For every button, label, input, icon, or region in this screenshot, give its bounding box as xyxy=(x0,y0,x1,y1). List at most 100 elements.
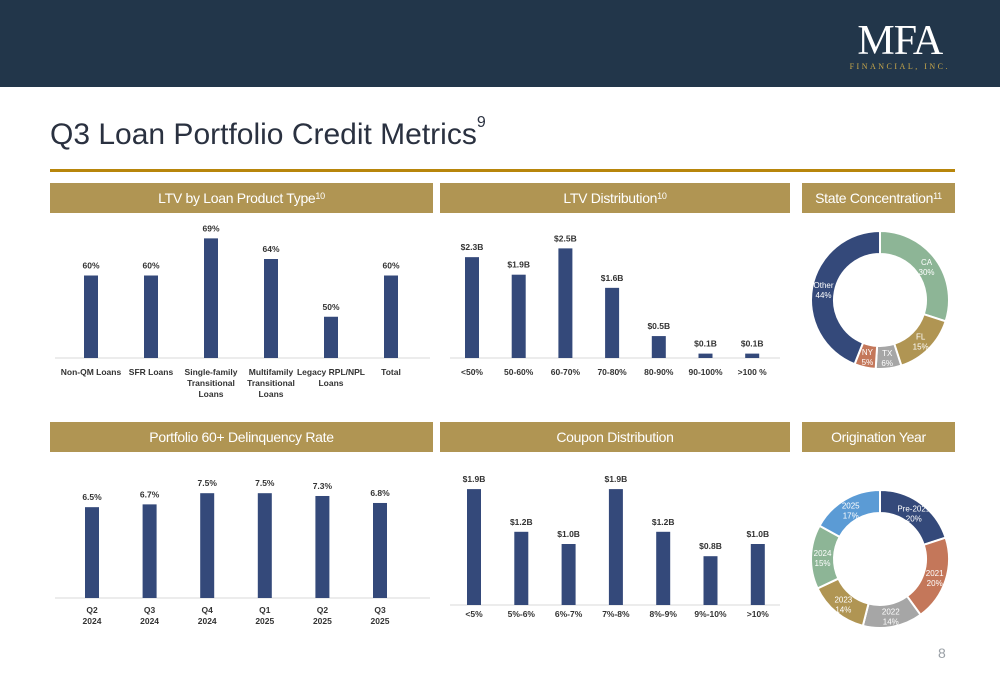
data-label: 6.7% xyxy=(140,489,160,499)
slice-value: 17% xyxy=(843,512,859,521)
footnote: 11 xyxy=(933,191,942,201)
x-tick-label: <50% xyxy=(461,367,483,377)
x-tick-label: 80-90% xyxy=(644,367,674,377)
panel-title: LTV Distribution xyxy=(563,190,658,206)
data-label: 6.8% xyxy=(370,488,390,498)
data-label: $0.8B xyxy=(699,541,722,551)
x-tick-label: Q3 xyxy=(144,605,156,615)
footnote: 10 xyxy=(315,191,325,201)
page-title: Q3 Loan Portfolio Credit Metrics9 xyxy=(50,114,486,152)
data-label: 64% xyxy=(262,244,279,254)
panel-header-state: State Concentration 11 xyxy=(802,183,955,213)
data-label: $1.6B xyxy=(601,273,624,283)
x-tick-label: 8%-9% xyxy=(649,609,677,619)
x-tick-label: 2025 xyxy=(313,616,332,626)
bar-Non-QM Loans xyxy=(84,275,98,358)
data-label: 6.5% xyxy=(82,492,102,502)
slice-value: 6% xyxy=(881,359,893,368)
bar-Legacy RPL/NPL Loans xyxy=(324,316,338,358)
slice-value: 20% xyxy=(927,579,943,588)
slice-label: TX xyxy=(882,349,893,358)
panel-title: Portfolio 60+ Delinquency Rate xyxy=(149,429,334,445)
x-tick-label: Loans xyxy=(198,389,223,399)
x-tick-label: Total xyxy=(381,367,401,377)
bar-7%-8% xyxy=(608,489,623,605)
x-tick-label: Q2 xyxy=(86,605,98,615)
panel-header-delinquency: Portfolio 60+ Delinquency Rate xyxy=(50,422,433,452)
slice-value: 14% xyxy=(835,605,851,614)
slice-value: 30% xyxy=(919,268,935,277)
data-label: $1.0B xyxy=(746,529,769,539)
data-label: 60% xyxy=(82,261,99,271)
bar->10% xyxy=(750,544,765,605)
x-tick-label: Single-family xyxy=(185,367,238,377)
x-tick-label: Loans xyxy=(318,378,343,388)
data-label: 7.5% xyxy=(198,478,218,488)
mfa-logo: MFA FINANCIAL, INC. xyxy=(849,18,950,71)
data-label: $1.2B xyxy=(510,517,533,527)
title-divider xyxy=(50,169,955,172)
x-tick-label: Transitional xyxy=(187,378,235,388)
data-label: 69% xyxy=(202,223,219,233)
x-tick-label: 2024 xyxy=(140,616,159,626)
data-label: 7.5% xyxy=(255,478,275,488)
page-number: 8 xyxy=(938,645,946,661)
title-footnote: 9 xyxy=(476,114,486,131)
data-label: $2.3B xyxy=(461,242,484,252)
slice-value: 14% xyxy=(883,617,899,626)
slice-label: CA xyxy=(921,258,933,267)
x-tick-label: Multifamily xyxy=(249,367,294,377)
logo-text: MFA xyxy=(857,18,943,64)
data-label: $1.0B xyxy=(557,529,580,539)
x-tick-label: Q1 xyxy=(259,605,271,615)
panel-header-coupon: Coupon Distribution xyxy=(440,422,790,452)
x-tick-label: 7%-8% xyxy=(602,609,630,619)
header-bar: MFA FINANCIAL, INC. xyxy=(0,0,1000,87)
panel-title: LTV by Loan Product Type xyxy=(158,190,316,206)
x-tick-label: 70-80% xyxy=(597,367,627,377)
data-label: 60% xyxy=(142,261,159,271)
x-tick-label: Non-QM Loans xyxy=(61,367,122,377)
slice-label: 2022 xyxy=(882,607,900,616)
bar-9%-10% xyxy=(703,556,718,605)
slice-label: 2025 xyxy=(842,502,860,511)
panel-header-ltv-distribution: LTV Distribution 10 xyxy=(440,183,790,213)
slice-label: 2021 xyxy=(926,569,944,578)
x-tick-label: Transitional xyxy=(247,378,295,388)
data-label: $0.1B xyxy=(741,339,764,349)
panel-header-origination: Origination Year xyxy=(802,422,955,452)
page-title-text: Q3 Loan Portfolio Credit Metrics xyxy=(50,118,477,151)
data-label: $0.5B xyxy=(647,321,670,331)
x-tick-label: 60-70% xyxy=(551,367,581,377)
bar-<50% xyxy=(465,257,479,358)
x-tick-label: Legacy RPL/NPL xyxy=(297,367,365,377)
slice-label: FL xyxy=(916,333,926,342)
bar-90-100% xyxy=(698,353,713,358)
bar-SFR Loans xyxy=(144,275,158,358)
data-label: $1.9B xyxy=(463,474,486,484)
bar-8%-9% xyxy=(656,531,671,605)
bar-Q3 2025 xyxy=(373,502,387,598)
bar-Multifamily Transitional Loans xyxy=(264,259,278,358)
bar-Q2 2025 xyxy=(315,495,330,598)
logo-subtext: FINANCIAL, INC. xyxy=(849,62,950,71)
bar-Q4 2024 xyxy=(200,493,215,598)
x-tick-label: 2024 xyxy=(83,616,102,626)
slice-value: 44% xyxy=(816,291,832,300)
x-tick-label: >10% xyxy=(747,609,769,619)
x-tick-label: <5% xyxy=(465,609,483,619)
x-tick-label: Q2 xyxy=(317,605,329,615)
x-tick-label: 9%-10% xyxy=(694,609,727,619)
data-label: $2.5B xyxy=(554,233,577,243)
bar-Total xyxy=(384,275,398,358)
panel-title: Coupon Distribution xyxy=(556,429,674,445)
bar-Q2 2024 xyxy=(85,507,99,598)
x-tick-label: SFR Loans xyxy=(129,367,174,377)
slice-Other xyxy=(810,229,881,366)
slice-label: Pre-2021 xyxy=(897,504,930,513)
bar-50-60% xyxy=(511,274,526,358)
slice-label: 2024 xyxy=(814,549,832,558)
data-label: $1.9B xyxy=(605,474,628,484)
slice-CA xyxy=(879,229,950,323)
panel-title: Origination Year xyxy=(831,429,926,445)
